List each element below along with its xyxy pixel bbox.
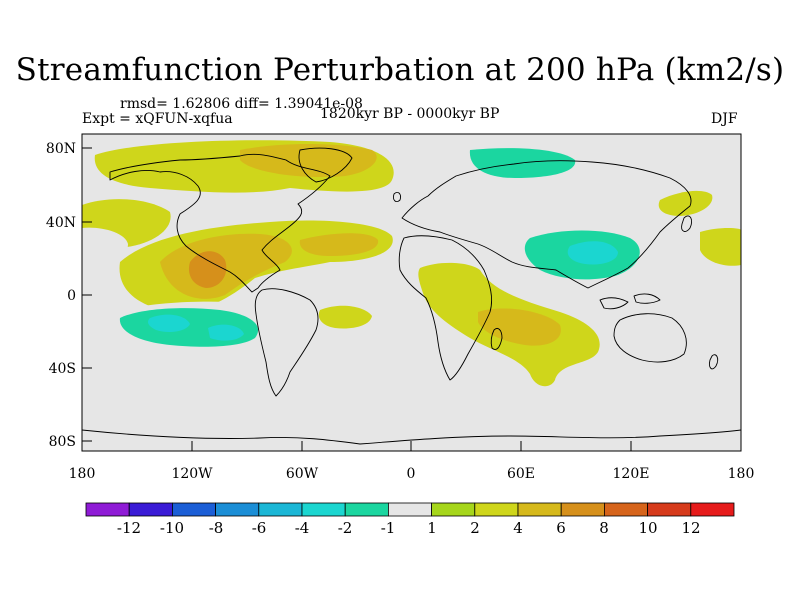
coastline-north-america — [109, 153, 331, 293]
colorbar-swatch — [647, 502, 692, 517]
colorbar-swatch — [128, 502, 173, 517]
lon-tick-label: 60W — [286, 466, 319, 482]
coastline-british-isles — [393, 191, 401, 203]
coastline-eurasia — [401, 160, 692, 289]
region-south-pacific-core-low — [148, 314, 190, 332]
colorbar-label: 1 — [427, 519, 437, 537]
coastline-indonesia — [599, 293, 661, 310]
colorbar-swatch — [431, 502, 476, 517]
colorbar-label: 6 — [556, 519, 566, 537]
lat-tick-label: 80N — [46, 141, 76, 157]
lon-tick-label: 120W — [171, 466, 213, 482]
lon-tick-label: 180 — [69, 466, 96, 482]
coastlines — [82, 147, 741, 445]
region-west-pacific-negative — [82, 227, 128, 260]
lon-tick-label: 180 — [728, 466, 755, 482]
region-south-atlantic-positive — [318, 305, 372, 329]
colorbar-swatch — [215, 502, 260, 517]
colorbar-label: 2 — [470, 519, 480, 537]
colorbar-swatch — [517, 502, 562, 517]
coastline-australia — [613, 313, 687, 363]
contour-layer — [82, 140, 741, 445]
coastline-greenland — [298, 147, 353, 183]
lat-tick-label: 40N — [46, 215, 76, 231]
period-label: 1820kyr BP - 0000kyr BP — [320, 106, 500, 122]
colorbar-labels: -12 -10 -8 -6 -4 -2 -1 1 2 4 6 8 10 12 — [117, 519, 701, 537]
colorbar-label: 8 — [599, 519, 609, 537]
coastline-africa — [398, 235, 493, 381]
colorbar-swatches — [85, 502, 735, 517]
colorbar-swatch — [604, 502, 649, 517]
colorbar-label: 4 — [513, 519, 523, 537]
colorbar-swatch — [387, 502, 432, 517]
colorbar-swatch — [474, 502, 519, 517]
region-south-indian-ocean-high — [478, 308, 561, 346]
lat-tick-labels: 80N 40N 0 40S 80S — [46, 141, 76, 450]
colorbar-swatch — [171, 502, 216, 517]
colorbar-label: -12 — [117, 519, 141, 537]
colorbar-label: 12 — [681, 519, 700, 537]
plot-title: Streamfunction Perturbation at 200 hPa (… — [15, 52, 785, 88]
colorbar-label: -6 — [252, 519, 267, 537]
lon-tick-label: 60E — [507, 466, 535, 482]
lat-tick-label: 0 — [67, 288, 76, 304]
colorbar: -12 -10 -8 -6 -4 -2 -1 1 2 4 6 8 10 12 — [85, 502, 735, 537]
colorbar-label: -4 — [295, 519, 310, 537]
experiment-label: Expt = xQFUN-xqfua — [82, 111, 233, 127]
lon-tick-label: 0 — [407, 466, 416, 482]
colorbar-label: -1 — [381, 519, 396, 537]
colorbar-label: 10 — [638, 519, 657, 537]
region-north-pacific-positive-east — [700, 228, 741, 266]
lat-tick-label: 80S — [49, 434, 76, 450]
region-asia-core-low — [567, 241, 618, 265]
coastline-south-america — [254, 288, 319, 397]
stats-label: rmsd= 1.62806 diff= 1.39041e-08 — [120, 96, 363, 112]
colorbar-label: -10 — [160, 519, 184, 537]
colorbar-label: -8 — [209, 519, 224, 537]
colorbar-swatch — [85, 502, 130, 517]
region-atlantic-subtropical-positive — [299, 233, 379, 256]
coastline-new-zealand — [709, 354, 719, 370]
coastline-madagascar — [490, 327, 503, 350]
lat-tick-label: 40S — [49, 361, 76, 377]
coastline-antarctica — [82, 429, 741, 445]
lon-tick-labels: 180 120W 60W 0 60E 120E 180 — [69, 466, 755, 482]
region-north-america-arctic-high — [240, 144, 377, 178]
season-label: DJF — [711, 111, 738, 127]
region-east-pacific-core-high — [188, 251, 227, 288]
colorbar-swatch — [560, 502, 605, 517]
colorbar-swatch — [690, 502, 735, 517]
coastline-japan — [681, 215, 693, 232]
lon-tick-label: 120E — [613, 466, 650, 482]
colorbar-swatch — [344, 502, 389, 517]
colorbar-label: -2 — [338, 519, 353, 537]
region-west-pacific-positive — [658, 190, 713, 216]
colorbar-swatch — [301, 502, 346, 517]
region-south-indian-ocean-negative — [610, 363, 687, 396]
region-south-pacific-core-low-2 — [208, 324, 244, 341]
axis-ticks — [81, 147, 742, 451]
colorbar-swatch — [258, 502, 303, 517]
